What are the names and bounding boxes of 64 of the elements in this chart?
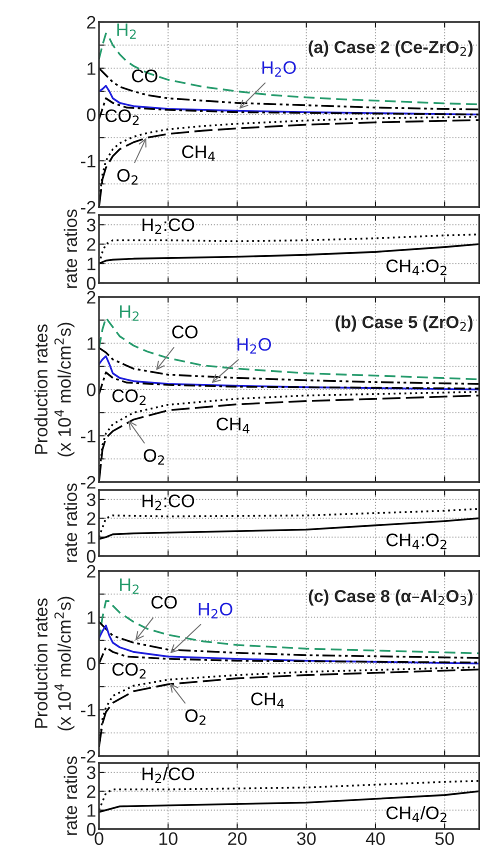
y-tick-label: 0 bbox=[86, 822, 96, 836]
annotation: CH$_{4}$ bbox=[216, 418, 250, 434]
y-axis-title: rate ratios bbox=[64, 210, 78, 288]
x-tick-label: 40 bbox=[366, 832, 385, 846]
x-tick-label: 50 bbox=[435, 832, 454, 846]
annotation: CO bbox=[151, 596, 177, 609]
x-tick-label: 20 bbox=[228, 832, 247, 846]
y-tick-label: 0 bbox=[86, 383, 96, 396]
y-tick-label: 0 bbox=[86, 108, 96, 122]
annotation: H$_{2}$:CO bbox=[142, 494, 194, 510]
y-axis-title: rate ratios bbox=[64, 756, 78, 835]
text: (b) Case 5 (ZrO$_{2}$) bbox=[336, 316, 472, 332]
annotation: CO bbox=[132, 70, 158, 82]
annotation: CO bbox=[172, 326, 198, 338]
y-tick-label: 1 bbox=[88, 258, 96, 270]
x-tick-label: 30 bbox=[297, 832, 316, 846]
annotation: H$_{2}$:CO bbox=[142, 218, 194, 234]
y-tick-label: 3 bbox=[86, 766, 96, 780]
y-axis-title: rate ratios bbox=[64, 484, 78, 562]
y-tick-label: 2 bbox=[87, 512, 96, 525]
annotation: CO$_{2}$ bbox=[112, 662, 146, 679]
y-tick-label: 0 bbox=[86, 657, 96, 670]
annotation: CH$_{4}$:O$_{2}$ bbox=[386, 534, 446, 550]
annotation: O$_{2}$ bbox=[117, 169, 138, 185]
annotation: H$_{2}$O bbox=[262, 61, 296, 77]
text: (a) Case 2 (Ce-ZrO$_{2}$) bbox=[308, 40, 473, 57]
y-tick-label: -1 bbox=[80, 154, 96, 168]
annotation: H$_{2}$ bbox=[120, 305, 139, 321]
y-axis-title: Production rates (x 10$^{4}$ mol/cm$^{2}$s) bbox=[34, 596, 74, 730]
y-tick-label: 1 bbox=[88, 337, 96, 350]
annotation: CH$_{4}$:O$_{2}$ bbox=[386, 260, 446, 276]
y-tick-label: -2 bbox=[80, 476, 96, 489]
annotation: CO$_{2}$ bbox=[106, 109, 139, 125]
y-tick-label: 2 bbox=[87, 785, 96, 798]
annotation: CO$_{2}$ bbox=[112, 389, 146, 405]
y-tick-label: 0 bbox=[86, 550, 96, 563]
y-tick-label: -1 bbox=[80, 704, 96, 716]
annotation: O$_{2}$ bbox=[144, 449, 164, 465]
y-tick-label: 3 bbox=[86, 493, 96, 506]
x-tick-label: 10 bbox=[159, 832, 178, 846]
y-tick-label: 3 bbox=[86, 218, 96, 232]
annotation: CH$_{4}$/O$_{2}$ bbox=[386, 806, 446, 822]
y-tick-label: 1 bbox=[88, 804, 96, 817]
y-tick-label: 1 bbox=[88, 531, 96, 544]
text: (c) Case 8 (α–Al$_{2}$O$_{3}$) bbox=[308, 590, 473, 606]
y-tick-label: 2 bbox=[87, 16, 96, 29]
y-tick-label: 1 bbox=[88, 611, 96, 624]
annotation: CH$_{4}$ bbox=[251, 692, 284, 708]
y-tick-label: -2 bbox=[80, 750, 96, 763]
y-tick-label: 2 bbox=[87, 238, 96, 251]
annotation: H$_{2}$O bbox=[238, 338, 271, 354]
y-tick-label: -2 bbox=[80, 200, 96, 214]
y-axis-title: Production rates (x 10$^{4}$ mol/cm$^{2}$s) bbox=[34, 322, 74, 456]
y-tick-label: 0 bbox=[86, 276, 96, 290]
y-tick-label: 1 bbox=[88, 62, 96, 75]
annotation: O$_{2}$ bbox=[185, 709, 206, 725]
annotation: H$_{2}$ bbox=[117, 23, 136, 39]
annotation: H$_{2}$ bbox=[120, 578, 139, 594]
y-tick-label: 2 bbox=[87, 290, 96, 304]
y-tick-label: 2 bbox=[87, 564, 96, 578]
annotation: CH$_{4}$ bbox=[182, 145, 215, 161]
annotation: H$_{2}$O bbox=[198, 602, 232, 618]
annotation: H$_{2}$/CO bbox=[142, 767, 194, 784]
y-tick-label: -1 bbox=[80, 430, 96, 442]
